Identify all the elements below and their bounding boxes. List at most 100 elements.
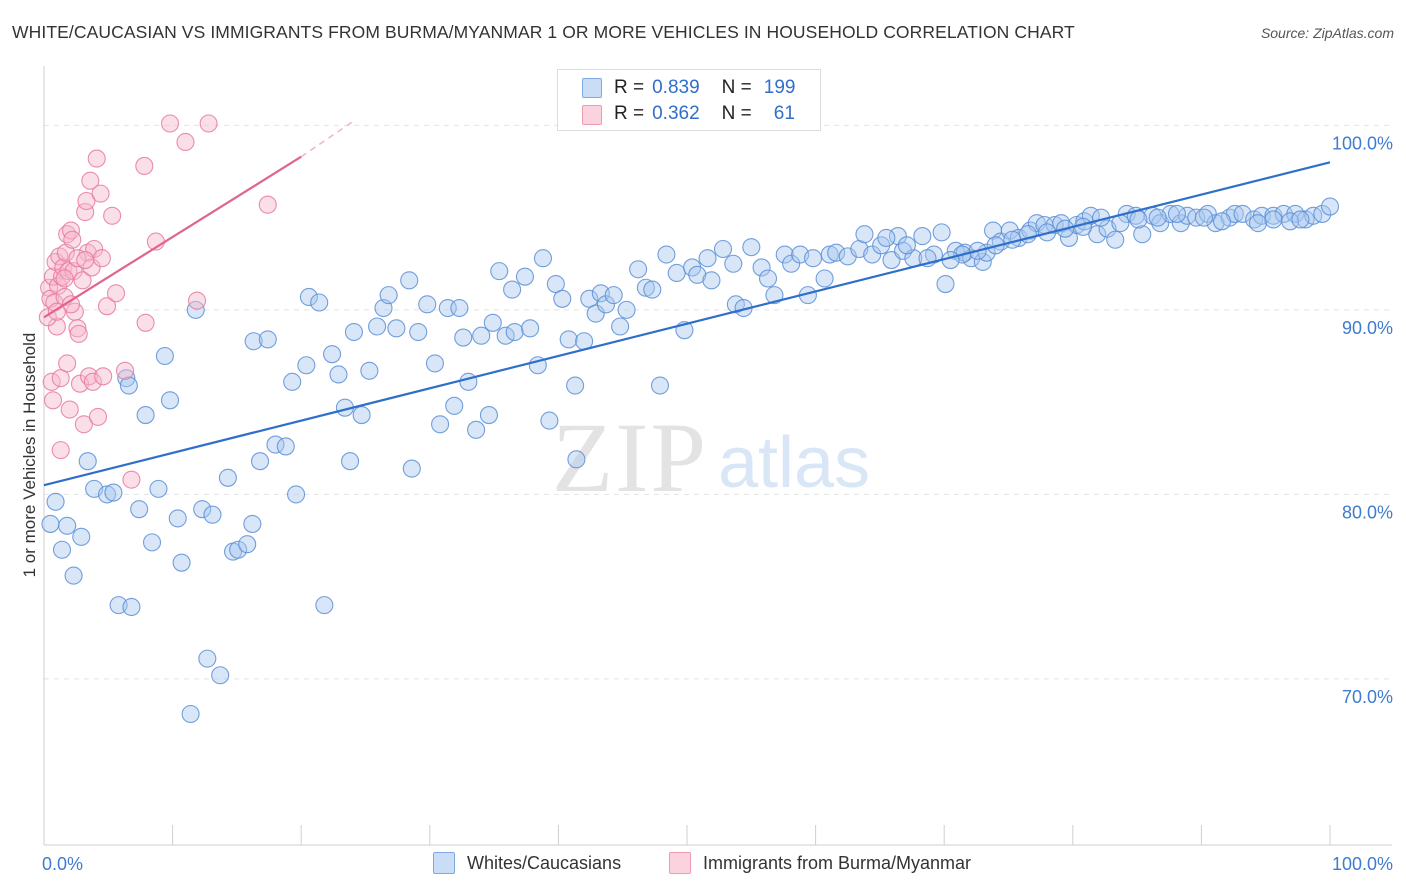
white-point [149,479,168,498]
white-point [41,514,60,533]
white-point [533,249,553,268]
white-point [198,649,217,668]
white-point [775,245,794,264]
burma-trend-line [43,155,302,319]
white-point [46,492,65,511]
white-point [229,540,248,559]
white-point [698,249,717,268]
white-point [244,332,263,351]
white-point [323,345,342,364]
white-trend-line [43,161,1331,487]
white-point [617,300,636,319]
watermark-atlas: atlas [718,423,870,503]
white-point [454,328,473,347]
gridlines [44,124,1392,680]
legend-n-value: 61 [773,103,795,124]
white-point [310,293,329,312]
burma-point [60,400,79,419]
white-point [815,269,834,288]
burma-trend-extension [300,121,354,158]
white-point [218,468,237,487]
burma-point [61,221,81,240]
legend-r-label: R = [614,77,645,98]
white-point [650,376,670,395]
legend-row-white: R = 0.839 N = 199 [614,74,795,102]
watermark-zip: ZIP [552,402,708,513]
y-axis-label: 1 or more Vehicles in Household [20,332,39,578]
white-point [540,411,559,430]
axes [43,66,1392,846]
burma-point [61,295,81,314]
white-point [586,304,605,323]
white-point [283,372,302,391]
white-point [521,319,540,338]
burma-point [58,354,77,373]
burma-point [199,114,218,133]
burma-point [91,184,110,203]
burma-point [49,276,68,295]
white-point [1167,204,1187,223]
burma-point [69,324,88,343]
burma-point [187,291,207,310]
white-point [1194,208,1214,227]
white-point [479,406,499,425]
white-point [64,566,83,585]
tick-labels: 70.0% 80.0% 90.0% 100.0% 0.0% 100.0% [42,133,1393,874]
y-tick-label: 90.0% [1342,318,1393,338]
white-point [820,245,839,264]
white-point [913,227,932,246]
white-point [341,452,360,471]
white-point [203,505,222,524]
white-point [258,330,277,349]
burma-point [97,297,117,316]
legend-n-label: N = [721,103,752,124]
white-point [155,346,174,366]
white-point [667,263,686,283]
white-point [142,533,162,552]
white-point [467,420,486,439]
burma-point [87,149,106,168]
burma-point [68,319,87,338]
white-point [130,500,149,519]
burma-point [42,372,61,391]
white-point [211,666,230,685]
white-point [1206,214,1225,233]
white-point [181,704,200,724]
legend-row-burma: R = 0.362 N = 61 [614,100,795,128]
white-point [688,265,707,284]
source-label: Source: ZipAtlas.com [1260,25,1394,41]
white-point [418,295,437,314]
y-tick-label: 80.0% [1342,502,1393,522]
white-point [1106,230,1125,249]
legend-r-value: 0.362 [652,103,700,124]
burma-point [73,271,92,290]
white-point [379,286,398,305]
burma-point [106,284,126,303]
white-point [629,260,648,279]
bottom-legend-label-burma: Immigrants from Burma/Myanmar [703,852,972,873]
burma-point [83,372,102,391]
white-point [368,317,387,336]
bottom-legend-white: Whites/Caucasians [433,852,621,874]
legend-r-value: 0.839 [652,77,700,98]
white-point [315,596,334,615]
legend-r-label: R = [614,103,645,124]
bottom-legend-label-white: Whites/Caucasians [467,852,622,873]
burma-point [55,269,74,288]
burma-point [43,391,63,410]
white-point [72,527,91,546]
white-point [409,322,428,342]
white-point [450,298,469,318]
white-point [104,483,123,502]
bottom-legend-swatch-burma [669,852,691,874]
burma-point [63,230,82,249]
white-point [1320,197,1340,216]
white-point [553,289,572,308]
white-point [160,391,180,410]
white-point [243,514,262,533]
white-point [136,406,155,425]
bottom-legend-burma: Immigrants from Burma/Myanmar [669,852,971,874]
white-point [172,553,191,572]
white-point [276,437,295,456]
white-point [459,372,478,391]
